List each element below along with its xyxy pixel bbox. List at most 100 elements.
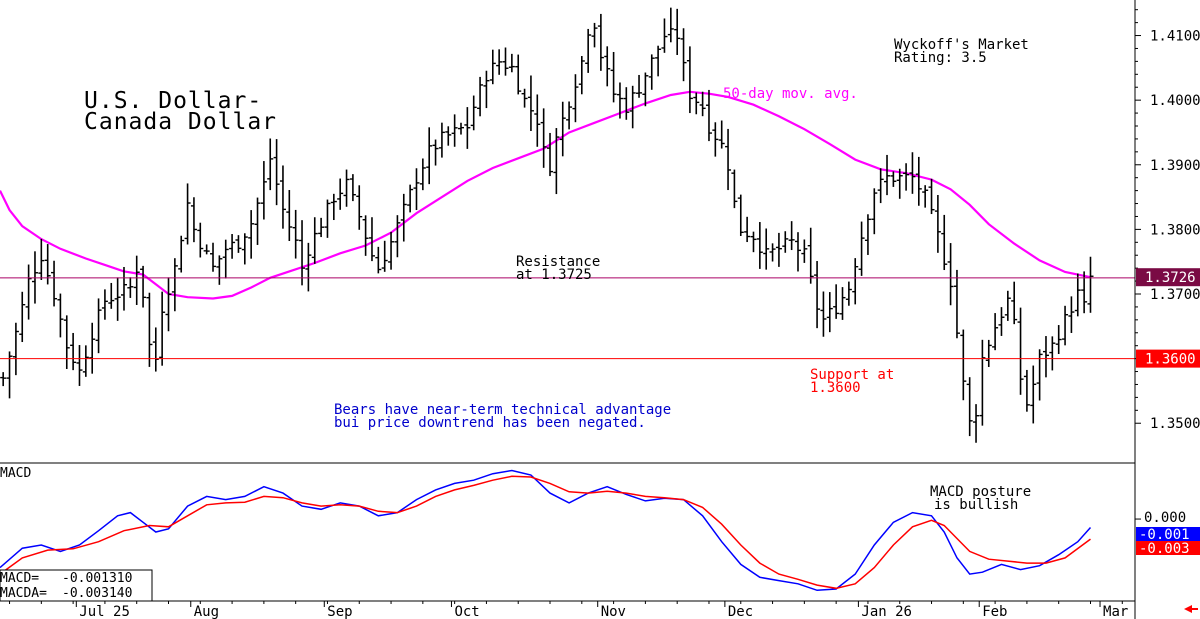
price-bar xyxy=(44,244,51,285)
price-bar xyxy=(947,243,954,306)
price-bar xyxy=(833,284,840,319)
price-bar xyxy=(915,156,922,206)
price-bar xyxy=(782,231,789,253)
macd-annotation-line-1: MACD posture xyxy=(930,484,1031,500)
price-bar xyxy=(527,75,534,131)
comment-line-1: Bears have near-term technical advantage xyxy=(334,402,671,418)
price-bar xyxy=(445,126,452,146)
macd-zero-label: 0.000 xyxy=(1144,510,1186,526)
price-bar xyxy=(922,185,929,208)
last-price-label: 1.3726 xyxy=(1145,270,1196,286)
price-bar xyxy=(553,128,560,195)
price-bar xyxy=(756,222,763,269)
price-bar xyxy=(718,120,725,149)
price-bar xyxy=(324,199,331,238)
price-bar xyxy=(165,277,172,332)
price-bar xyxy=(788,221,795,251)
price-bar xyxy=(636,74,643,98)
price-bar xyxy=(76,345,83,386)
price-bar xyxy=(267,138,274,191)
price-bar xyxy=(1042,336,1049,378)
price-bar xyxy=(133,255,140,305)
y-tick-label: 1.3800 xyxy=(1150,222,1200,238)
price-bar xyxy=(1087,256,1094,313)
price-bar xyxy=(400,193,407,242)
scroll-arrow-icon[interactable] xyxy=(1184,605,1198,613)
price-bar xyxy=(464,107,471,149)
price-bar xyxy=(51,260,58,307)
price-bar xyxy=(241,233,248,265)
price-bar xyxy=(534,94,541,147)
price-bar xyxy=(292,209,299,259)
price-bar xyxy=(572,74,579,123)
price-bars-layer xyxy=(0,7,1094,443)
price-bar xyxy=(731,169,738,209)
price-bar xyxy=(1049,336,1056,371)
price-bar xyxy=(190,197,197,243)
chart-title-line-2: Canada Dollar xyxy=(84,109,277,135)
price-bar xyxy=(992,313,999,351)
x-tick-label: Sep xyxy=(327,604,352,619)
price-bar xyxy=(839,287,846,320)
price-bar xyxy=(769,243,776,262)
price-bar xyxy=(820,291,827,337)
rating-line-1: Wyckoff's Market xyxy=(894,37,1029,53)
support-label-line-1: Support at xyxy=(810,367,894,383)
price-bar xyxy=(318,217,325,238)
price-bar xyxy=(877,168,884,204)
price-bar xyxy=(1068,296,1075,333)
macd-series-macd xyxy=(0,469,1092,592)
price-bar xyxy=(57,293,64,338)
price-bar xyxy=(655,45,662,77)
price-bar xyxy=(210,242,217,272)
price-bar xyxy=(438,122,445,158)
price-bar xyxy=(1030,365,1037,424)
price-bar xyxy=(1081,271,1088,314)
price-bar xyxy=(127,277,134,298)
price-bar xyxy=(286,190,293,241)
y-tick-label: 1.3500 xyxy=(1150,416,1200,432)
price-bar xyxy=(235,235,242,253)
macd-value-label: -0.001 xyxy=(1139,527,1190,543)
price-bar xyxy=(178,235,185,273)
price-bar xyxy=(998,307,1005,336)
price-bar xyxy=(941,214,948,271)
price-bar xyxy=(623,87,630,120)
price-bar xyxy=(559,101,566,157)
price-bar xyxy=(356,185,363,230)
price-bar xyxy=(801,239,808,263)
price-bar xyxy=(699,91,706,117)
price-bar xyxy=(985,339,992,367)
moving-average-label: 50-day mov. avg. xyxy=(723,86,858,102)
price-bar xyxy=(381,240,388,272)
price-bar xyxy=(585,28,592,73)
x-tick-label: Mar xyxy=(1103,604,1128,619)
price-bar xyxy=(146,292,153,367)
x-tick-label: Dec xyxy=(728,604,753,619)
price-bar xyxy=(254,197,261,245)
price-bar xyxy=(407,184,414,213)
price-bar xyxy=(661,18,668,53)
macd-readout-box: MACD= -0.001310 MACDA= -0.003140 xyxy=(0,569,153,602)
support-price-label: 1.3600 xyxy=(1145,352,1196,368)
price-bar xyxy=(775,232,782,267)
price-bar xyxy=(477,76,484,117)
price-bar xyxy=(966,377,973,437)
resistance-label-line-1: Resistance xyxy=(516,254,600,270)
left-arrow-icon[interactable] xyxy=(1184,605,1198,613)
price-bar xyxy=(680,28,687,82)
price-bar xyxy=(1023,369,1030,412)
price-bar xyxy=(89,322,96,374)
price-bar xyxy=(203,244,210,255)
price-bar xyxy=(686,46,693,114)
last-price-tag xyxy=(1136,268,1200,287)
price-bar xyxy=(0,372,7,387)
price-bar xyxy=(712,122,719,157)
price-bar xyxy=(279,165,286,229)
price-bar xyxy=(305,242,312,292)
price-bar xyxy=(25,264,32,320)
x-tick-label: Oct xyxy=(454,604,479,619)
price-bar xyxy=(470,95,477,131)
price-bar xyxy=(864,214,871,255)
price-bar xyxy=(1055,325,1062,355)
